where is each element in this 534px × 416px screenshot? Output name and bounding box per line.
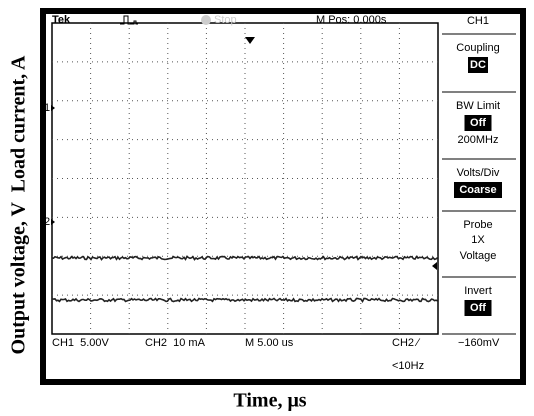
menu-note: 200MHz <box>458 134 499 146</box>
menu-label: Volts/Div <box>457 167 500 179</box>
time-base: M 5.00 us <box>245 337 294 349</box>
menu-label: Coupling <box>456 42 499 54</box>
menu-label: Invert <box>464 285 492 297</box>
run-status: Stop <box>214 14 237 26</box>
menu-line: 1X <box>471 234 485 246</box>
menu-value: DC <box>470 59 486 71</box>
trigger-level: −160mV <box>458 337 500 349</box>
menu-value: Off <box>470 302 486 314</box>
trigger-frequency: <10Hz <box>392 360 424 372</box>
oscilloscope-figure: Tek Stop M Pos: 0.000s 1 2 CH1 Coupling DC… <box>0 0 534 416</box>
channel-marker: 2 <box>44 216 50 228</box>
trigger-source: CH2 ∕ <box>392 337 421 349</box>
menu-title: CH1 <box>467 15 489 27</box>
menu-line: Voltage <box>460 250 497 262</box>
status-dot <box>201 15 211 25</box>
scope-screen <box>46 14 520 379</box>
ch2-scale: CH2 10 mA <box>145 337 206 349</box>
menu-label: Probe <box>463 219 492 231</box>
brand: Tek <box>52 14 71 26</box>
y-axis-label: Output voltage, V Load current, A <box>8 55 30 354</box>
horizontal-position: M Pos: 0.000s <box>316 14 387 26</box>
menu-value: Off <box>470 117 486 129</box>
ch1-scale: CH1 5.00V <box>52 337 110 349</box>
x-axis-label: Time, μs <box>233 390 306 412</box>
channel-marker: 1 <box>44 102 50 114</box>
menu-value: Coarse <box>459 184 496 196</box>
menu-label: BW Limit <box>456 100 500 112</box>
